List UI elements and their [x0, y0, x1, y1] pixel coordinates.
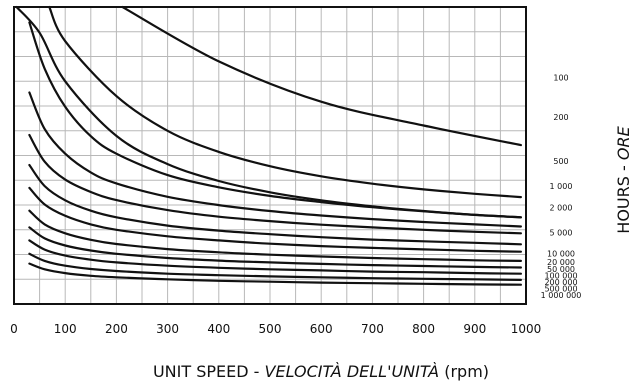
x-tick-label: 800	[412, 322, 435, 336]
curve-5000-hours	[28, 133, 522, 235]
x-tick-label: 700	[361, 322, 384, 336]
x-axis-title-prefix: UNIT SPEED -	[153, 362, 265, 381]
hour-label: 10 000	[547, 250, 575, 259]
y-axis-title-italic: ORE	[614, 125, 633, 160]
hour-label: 20 000	[547, 258, 575, 267]
hour-label: 100 000	[544, 271, 577, 280]
hour-label: 200 000	[544, 278, 577, 287]
curve-1000000-hours	[28, 262, 522, 286]
y-axis-title-prefix: HOURS -	[614, 160, 633, 234]
x-tick-label: 0	[10, 322, 18, 336]
hour-label: 200	[553, 113, 568, 122]
hour-label: 2 000	[550, 203, 573, 212]
x-axis-ticks: 0 100 200 300 400 500 600 700 800 900 1000	[10, 322, 541, 336]
x-axis-title-suffix: (rpm)	[439, 362, 489, 381]
chart-grid	[14, 7, 526, 304]
x-tick-label: 900	[463, 322, 486, 336]
x-tick-label: 100	[54, 322, 77, 336]
curve-2000-hours	[28, 91, 522, 228]
hour-label: 1 000 000	[541, 291, 582, 300]
x-tick-label: 1000	[511, 322, 542, 336]
x-tick-label: 300	[156, 322, 179, 336]
curve-10000-hours	[28, 163, 522, 246]
curve-50000-hours	[28, 209, 522, 262]
curve-500-hours	[15, 5, 522, 219]
curve-1000-hours	[28, 21, 522, 219]
hour-label: 500	[553, 157, 568, 166]
hour-label: 100	[553, 74, 568, 83]
y-axis-title: HOURS - ORE	[614, 125, 633, 233]
x-axis-title-italic: VELOCITÀ DELL'UNITÀ	[265, 362, 440, 381]
hour-label: 500 000	[544, 285, 577, 294]
curve-500000-hours	[28, 252, 522, 281]
x-tick-label: 400	[207, 322, 230, 336]
x-tick-label: 200	[105, 322, 128, 336]
curve-100-hours	[121, 5, 522, 147]
curve-200-hours	[48, 5, 522, 199]
curve-100000-hours	[28, 226, 522, 269]
hour-label: 5 000	[550, 229, 573, 238]
x-axis-title: UNIT SPEED - VELOCITÀ DELL'UNITÀ (rpm)	[153, 362, 489, 381]
curve-20000-hours	[28, 186, 522, 253]
curve-200000-hours	[28, 239, 522, 275]
hour-label: 50 000	[547, 265, 575, 274]
plot-frame	[13, 6, 527, 305]
hour-label: 1 000	[550, 182, 573, 191]
chart-curves	[15, 5, 522, 286]
x-tick-label: 600	[310, 322, 333, 336]
x-tick-label: 500	[259, 322, 282, 336]
